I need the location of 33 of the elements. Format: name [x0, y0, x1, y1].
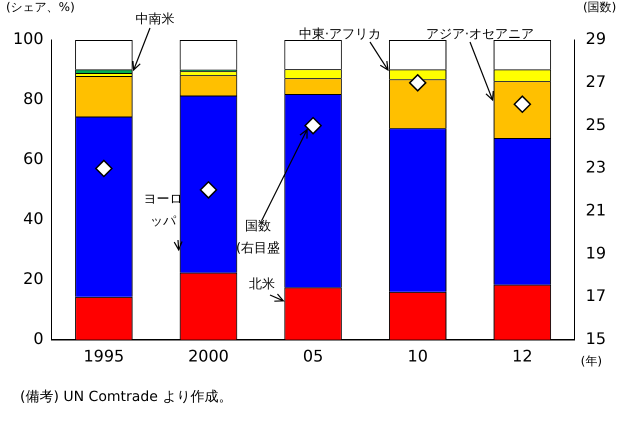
text: アジア·オセアニア — [424, 26, 536, 44]
x-tick-label: 1995 — [83, 346, 124, 366]
x-axis-title: (年) — [580, 354, 602, 368]
point — [200, 181, 218, 199]
y-tick-label: 0 — [33, 328, 44, 348]
text: 国数 (右目盛 — [234, 218, 282, 258]
y2-tick-label: 17 — [586, 286, 606, 306]
y2-axis-title: (国数) — [582, 0, 616, 14]
point — [304, 116, 322, 134]
y2-tick-label: 15 — [586, 328, 606, 348]
y-tick-label: 40 — [23, 209, 44, 228]
point — [95, 160, 113, 178]
x-tick-label: 05 — [302, 346, 324, 366]
y2-tick-label: 21 — [586, 200, 606, 220]
y-tick-label: 100 — [12, 29, 44, 48]
x-tick-label: 2000 — [188, 346, 229, 366]
text: (備考) UN Comtrade より作成。 — [20, 388, 232, 406]
y2-tick-label: 27 — [586, 72, 606, 91]
y-axis-title: (シェア、%) — [6, 0, 75, 14]
y-tick-label: 20 — [23, 268, 44, 288]
x-tick-label: 10 — [408, 346, 428, 366]
y2-tick-label: 25 — [586, 114, 606, 134]
text: 中南米 — [134, 11, 176, 29]
y2-tick-label: 19 — [586, 243, 606, 262]
y2-tick-label: 23 — [586, 158, 606, 177]
point — [408, 74, 426, 92]
series-label: ヨーロッパ — [143, 191, 183, 231]
text: 中東·アフリカ — [298, 26, 382, 44]
y-tick-label: 60 — [23, 149, 44, 168]
series-label: 北米 — [248, 276, 276, 294]
x-tick-label: 12 — [512, 346, 533, 366]
y-tick-label: 80 — [23, 89, 44, 108]
y2-tick-label: 29 — [586, 29, 606, 48]
